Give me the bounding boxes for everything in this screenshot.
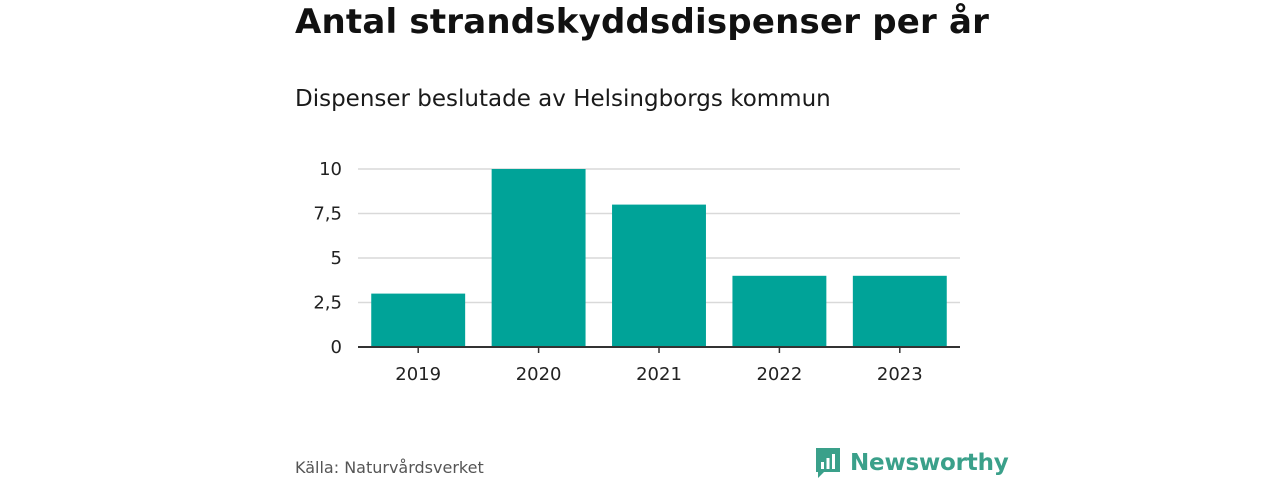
bar-2022 (732, 275, 827, 347)
x-tick-label: 2019 (395, 364, 441, 385)
y-tick-label: 10 (319, 159, 342, 180)
axes: 0 2,5 5 7,5 10 2019 2020 2021 2022 2023 (313, 159, 960, 385)
source-note: Källa: Naturvårdsverket (295, 458, 484, 477)
bar-2021 (612, 204, 706, 347)
x-tick-label: 2023 (877, 364, 923, 385)
x-tick-label: 2020 (516, 364, 562, 385)
x-tick-label: 2022 (756, 364, 802, 385)
y-tick-label: 0 (331, 337, 342, 358)
y-tick-label: 2,5 (313, 293, 342, 314)
bar-2019 (371, 293, 466, 347)
x-tick-label: 2021 (636, 364, 682, 385)
brand-name: Newsworthy (850, 450, 1009, 476)
y-tick-label: 5 (331, 248, 342, 269)
bars (371, 169, 947, 347)
bar-2023 (852, 275, 947, 347)
newsworthy-logo-icon (816, 448, 840, 478)
y-tick-label: 7,5 (313, 204, 342, 225)
brand-logo: Newsworthy (814, 446, 1009, 480)
chart-subtitle: Dispenser beslutade av Helsingborgs komm… (295, 86, 831, 112)
bar-2020 (491, 169, 586, 347)
chart-title: Antal strandskyddsdispenser per år (295, 2, 990, 42)
